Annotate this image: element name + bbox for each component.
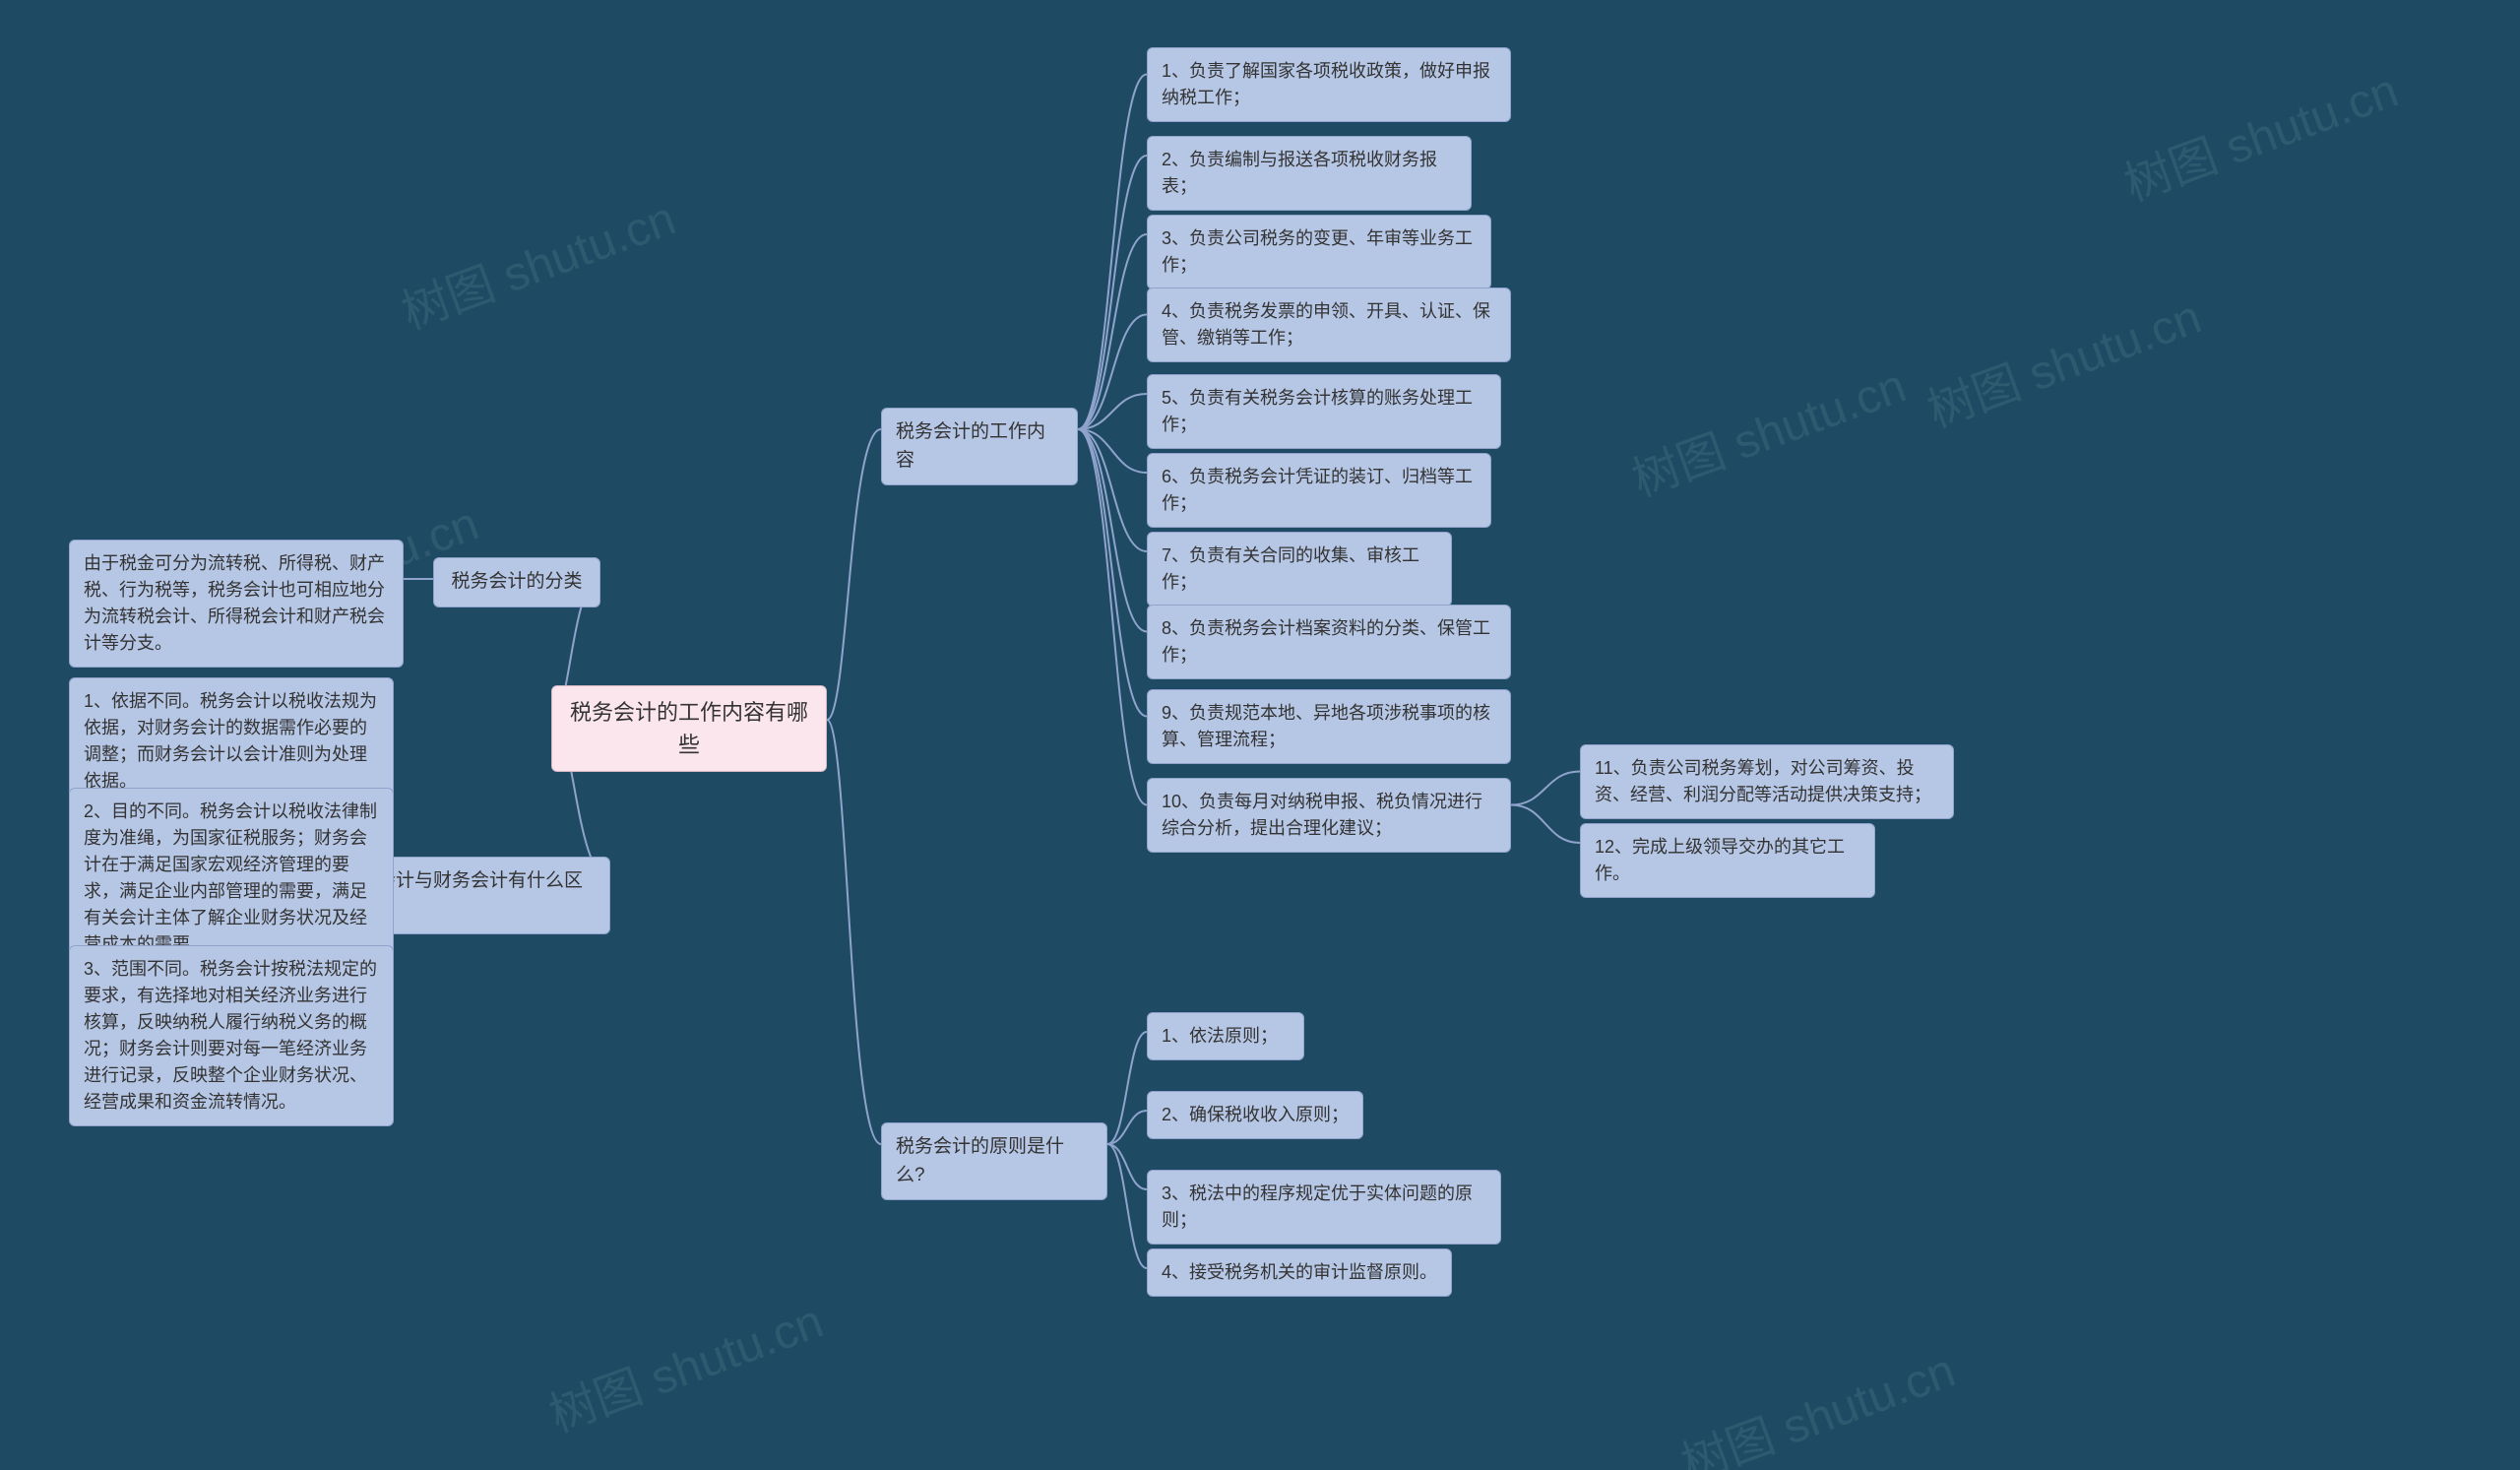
leaf-b1-4: 5、负责有关税务会计核算的账务处理工作； [1147,374,1501,449]
leaf-b1-9-1: 12、完成上级领导交办的其它工作。 [1580,823,1875,898]
leaf-b1-6: 7、负责有关合同的收集、审核工作； [1147,532,1452,607]
leaf-b2-3: 4、接受税务机关的审计监督原则。 [1147,1248,1452,1297]
leaf-b1-5: 6、负责税务会计凭证的装订、归档等工作； [1147,453,1491,528]
leaf-b1-2: 3、负责公司税务的变更、年审等业务工作； [1147,215,1491,289]
leaf-b3-0: 由于税金可分为流转税、所得税、财产税、行为税等，税务会计也可相应地分为流转税会计… [69,540,404,668]
root-node: 税务会计的工作内容有哪些 [551,685,827,772]
watermark: 树图 shutu.cn [1621,347,1914,509]
branch-b1: 税务会计的工作内容 [881,408,1078,485]
leaf-b1-9-0: 11、负责公司税务筹划，对公司筹资、投资、经营、利润分配等活动提供决策支持； [1580,744,1954,819]
leaf-b4-2: 3、范围不同。税务会计按税法规定的要求，有选择地对相关经济业务进行核算，反映纳税… [69,945,394,1126]
branch-b2: 税务会计的原则是什么? [881,1122,1107,1200]
leaf-b2-0: 1、依法原则； [1147,1012,1304,1060]
leaf-b1-1: 2、负责编制与报送各项税收财务报表； [1147,136,1472,211]
leaf-b4-1: 2、目的不同。税务会计以税收法律制度为准绳，为国家征税服务；财务会计在于满足国家… [69,788,394,969]
branch-b3: 税务会计的分类 [433,557,600,607]
leaf-b2-1: 2、确保税收收入原则； [1147,1091,1363,1139]
leaf-b1-9: 10、负责每月对纳税申报、税负情况进行综合分析，提出合理化建议； [1147,778,1511,853]
leaf-b1-7: 8、负责税务会计档案资料的分类、保管工作； [1147,605,1511,679]
watermark: 树图 shutu.cn [391,179,683,342]
leaf-b1-3: 4、负责税务发票的申领、开具、认证、保管、缴销等工作； [1147,288,1511,362]
leaf-b2-2: 3、税法中的程序规定优于实体问题的原则； [1147,1170,1501,1245]
watermark: 树图 shutu.cn [538,1282,831,1444]
watermark: 树图 shutu.cn [1670,1331,1963,1470]
watermark: 树图 shutu.cn [1917,278,2209,440]
watermark: 树图 shutu.cn [2113,51,2406,214]
leaf-b1-0: 1、负责了解国家各项税收政策，做好申报纳税工作； [1147,47,1511,122]
mindmap-canvas: 树图 shutu.cn树图 shutu.cn树图 shutu.cn树图 shut… [0,0,2520,1470]
leaf-b4-0: 1、依据不同。税务会计以税收法规为依据，对财务会计的数据需作必要的调整；而财务会… [69,677,394,805]
leaf-b1-8: 9、负责规范本地、异地各项涉税事项的核算、管理流程； [1147,689,1511,764]
